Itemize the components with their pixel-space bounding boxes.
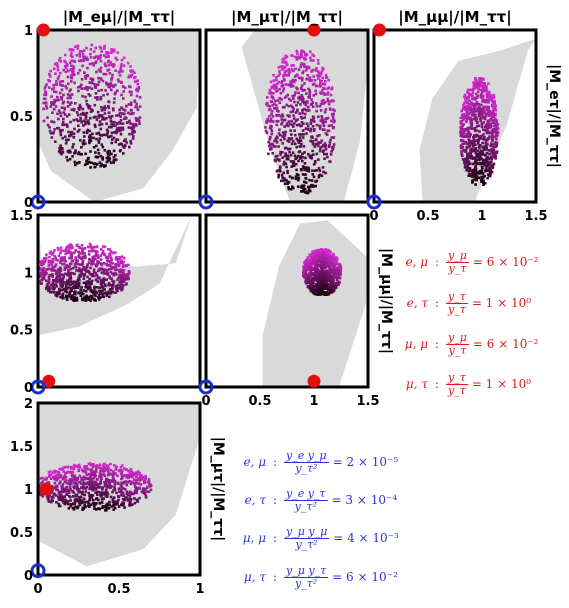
y-axis-label: |M_eτ|/|M_ττ| xyxy=(546,64,562,168)
red-point xyxy=(307,23,321,37)
x-tick-label: 1 xyxy=(477,209,486,224)
blue-point xyxy=(30,194,46,210)
blue-point xyxy=(198,194,214,210)
panel-top-middle: |M_μτ|/|M_ττ| xyxy=(198,8,370,210)
red-point xyxy=(372,23,386,37)
y-tick-label: 0 xyxy=(24,196,33,211)
y-axis-label: |M_μμ|/|M_ττ| xyxy=(378,248,394,354)
y-tick-label: 0.5 xyxy=(10,110,33,125)
y-tick-label: 1 xyxy=(24,266,33,281)
panel-title: |M_μτ|/|M_ττ| xyxy=(231,8,343,27)
magenta-cloud xyxy=(459,77,500,186)
panel-title: |M_μμ|/|M_ττ| xyxy=(398,8,511,27)
panel-middle-left: 0 0.5 1 1.5 xyxy=(10,209,202,396)
y-tick-label: 1 xyxy=(24,24,33,39)
magenta-cloud xyxy=(302,248,343,296)
magenta-cloud xyxy=(42,43,142,169)
x-tick-label: 1.5 xyxy=(524,209,547,224)
panel-bottom-left: 0 0.5 1 1.5 2 0 0.5 1 |M_μτ|/|M_ττ| xyxy=(10,397,226,597)
blue-point xyxy=(198,379,214,395)
blue-annotation-row: e, τ: y_e y_τ y_τ² = 3 × 10⁻⁴ xyxy=(244,487,398,513)
x-tick-label: 1 xyxy=(195,582,204,597)
red-annotation-row: e, μ: y_μ y_τ = 6 × 10⁻² xyxy=(405,249,539,275)
y-tick-label: 0.5 xyxy=(10,526,33,541)
allowed-region xyxy=(262,220,368,387)
blue-annotation-row: μ, μ: y_μ y_μ y_τ² = 4 × 10⁻³ xyxy=(242,525,399,551)
panel-frame xyxy=(36,401,202,577)
x-tick-label: 0.5 xyxy=(416,209,439,224)
y-tick-label: 1.5 xyxy=(10,209,33,224)
panel-top-left: |M_eμ|/|M_ττ| 0 0.5 1 xyxy=(10,8,202,211)
magenta-cloud xyxy=(38,462,153,512)
panel-frame xyxy=(204,28,370,204)
magenta-cloud xyxy=(264,49,336,195)
x-tick-label: 0 xyxy=(33,582,42,597)
red-annotation-row: μ, τ: y_τ y_τ = 1 × 10⁰ xyxy=(405,371,532,397)
blue-point xyxy=(30,379,46,395)
red-point xyxy=(39,482,53,496)
red-point xyxy=(42,374,56,388)
panel-middle-middle: 0 0.5 1 1.5 |M_μμ|/|M_ττ| xyxy=(198,213,394,409)
x-tick-label: 0.5 xyxy=(107,582,130,597)
panel-frame xyxy=(36,213,202,389)
allowed-region xyxy=(241,30,368,202)
y-tick-label: 0 xyxy=(24,381,33,396)
y-tick-label: 1.5 xyxy=(10,440,33,455)
red-point xyxy=(36,23,50,37)
blue-point xyxy=(30,563,46,579)
panel-frame xyxy=(204,213,370,389)
red-annotation-row: μ, μ: y_μ y_τ = 6 × 10⁻² xyxy=(404,331,539,357)
blue-point xyxy=(366,194,382,210)
x-tick-label: 0.5 xyxy=(248,394,271,409)
x-tick-label: 0 xyxy=(201,394,210,409)
allowed-region xyxy=(419,38,536,202)
panel-frame xyxy=(36,28,202,204)
panel-frame xyxy=(372,28,538,204)
y-axis-label: |M_μτ|/|M_ττ| xyxy=(210,437,226,542)
y-tick-label: 0.5 xyxy=(10,324,33,339)
y-tick-label: 1 xyxy=(24,483,33,498)
x-tick-label: 1.5 xyxy=(356,394,379,409)
y-tick-label: 0 xyxy=(24,569,33,584)
panel-top-right: |M_μμ|/|M_ττ| 0 0.5 1 1.5 |M_eτ|/|M_ττ| xyxy=(366,8,562,224)
panel-title: |M_eμ|/|M_ττ| xyxy=(63,8,176,27)
red-point xyxy=(307,374,321,388)
y-tick-label: 2 xyxy=(24,397,33,412)
blue-annotation-row: e, μ: y_e y_μ y_τ² = 2 × 10⁻⁵ xyxy=(243,449,399,475)
x-tick-label: 0 xyxy=(369,209,378,224)
magenta-cloud xyxy=(38,242,131,302)
x-tick-label: 1 xyxy=(309,394,318,409)
red-annotation-row: e, τ: y_τ y_τ = 1 × 10⁰ xyxy=(406,290,532,316)
blue-annotation-row: μ, τ: y_μ y_τ y_τ² = 6 × 10⁻² xyxy=(243,564,398,590)
